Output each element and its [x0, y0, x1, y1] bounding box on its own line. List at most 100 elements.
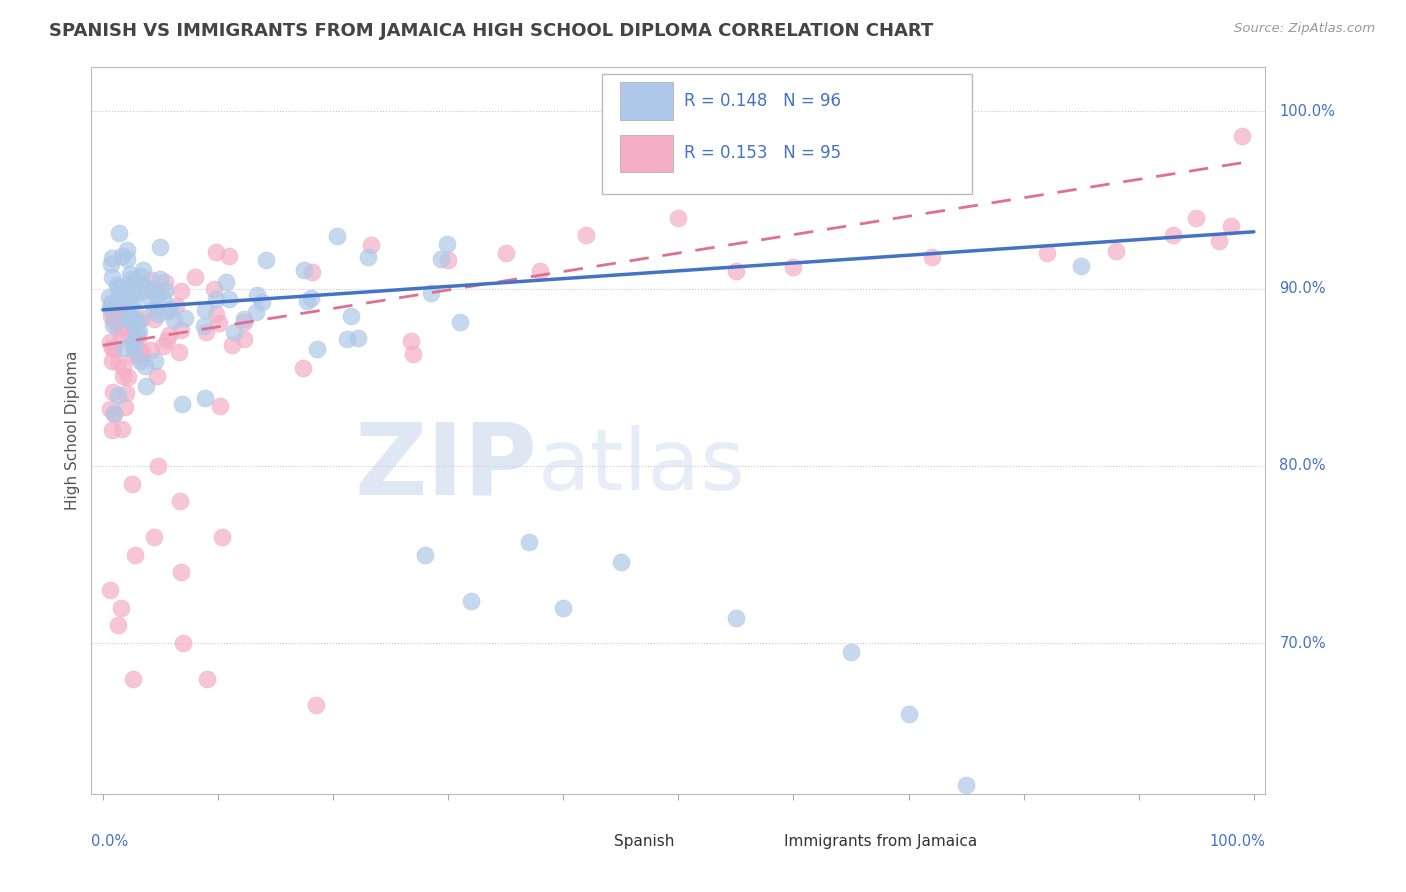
- Point: [921, 250, 943, 264]
- Point: [101, 251, 124, 265]
- Point: [117, 315, 139, 329]
- Point: [517, 535, 540, 549]
- Point: [129, 349, 152, 363]
- Point: [100, 309, 122, 323]
- Point: [233, 332, 256, 346]
- Point: [152, 291, 174, 305]
- Point: [112, 341, 135, 355]
- Point: [205, 244, 228, 259]
- Text: atlas: atlas: [537, 425, 745, 508]
- Point: [245, 305, 267, 319]
- Point: [301, 265, 323, 279]
- Point: [724, 264, 747, 278]
- Point: [107, 281, 129, 295]
- Point: [98, 301, 121, 316]
- Point: [121, 286, 143, 301]
- Point: [100, 296, 122, 310]
- Point: [254, 253, 277, 268]
- Point: [124, 292, 146, 306]
- Point: [122, 318, 145, 332]
- Point: [221, 337, 243, 351]
- Point: [292, 361, 315, 376]
- Point: [295, 294, 318, 309]
- Point: [232, 312, 254, 326]
- Point: [437, 253, 460, 268]
- Point: [108, 303, 131, 318]
- Point: [304, 698, 326, 713]
- Point: [214, 275, 236, 289]
- Point: [142, 284, 165, 298]
- Point: [1070, 259, 1092, 273]
- Point: [955, 778, 977, 792]
- Point: [115, 385, 138, 400]
- Point: [124, 548, 146, 562]
- Point: [163, 313, 186, 327]
- Point: [107, 618, 129, 632]
- Point: [156, 334, 179, 348]
- Point: [553, 600, 575, 615]
- Point: [222, 325, 245, 339]
- Point: [110, 285, 132, 299]
- Point: [98, 334, 121, 349]
- Point: [326, 228, 349, 243]
- Point: [110, 300, 132, 314]
- Point: [101, 308, 124, 322]
- Point: [194, 303, 217, 318]
- Point: [1035, 246, 1057, 260]
- Point: [120, 267, 142, 281]
- Point: [148, 458, 170, 473]
- Point: [103, 385, 125, 400]
- Point: [100, 298, 122, 312]
- Point: [117, 252, 139, 266]
- Point: [122, 672, 145, 686]
- Point: [193, 319, 215, 334]
- Point: [131, 311, 153, 326]
- Point: [108, 286, 131, 301]
- Text: R = 0.148   N = 96: R = 0.148 N = 96: [685, 92, 841, 110]
- Point: [146, 369, 169, 384]
- Point: [195, 672, 218, 686]
- Point: [152, 338, 174, 352]
- Point: [218, 293, 240, 307]
- Text: Source: ZipAtlas.com: Source: ZipAtlas.com: [1234, 22, 1375, 36]
- Point: [460, 593, 482, 607]
- Point: [305, 342, 328, 356]
- Point: [360, 237, 382, 252]
- Point: [169, 494, 191, 508]
- Point: [170, 323, 193, 337]
- Point: [132, 263, 155, 277]
- Point: [122, 343, 145, 358]
- Point: [112, 359, 135, 374]
- Point: [124, 333, 146, 347]
- Point: [108, 302, 131, 317]
- Point: [157, 328, 180, 343]
- Point: [172, 636, 194, 650]
- Point: [340, 309, 363, 323]
- Point: [208, 399, 231, 413]
- Text: Immigrants from Jamaica: Immigrants from Jamaica: [785, 834, 977, 849]
- Point: [153, 283, 176, 297]
- Point: [112, 288, 135, 302]
- Point: [205, 292, 228, 306]
- Point: [139, 343, 162, 358]
- Point: [165, 300, 187, 314]
- Point: [610, 555, 633, 569]
- Point: [114, 400, 136, 414]
- Point: [118, 326, 141, 341]
- Point: [149, 272, 172, 286]
- Text: R = 0.153   N = 95: R = 0.153 N = 95: [685, 145, 841, 162]
- Point: [402, 347, 425, 361]
- Point: [107, 388, 129, 402]
- Point: [529, 264, 551, 278]
- Point: [124, 272, 146, 286]
- Point: [205, 307, 228, 321]
- FancyBboxPatch shape: [620, 135, 672, 172]
- Point: [98, 402, 121, 417]
- Point: [111, 319, 134, 334]
- Point: [120, 310, 142, 324]
- Point: [138, 280, 160, 294]
- Point: [211, 530, 233, 544]
- Point: [120, 300, 142, 314]
- Point: [436, 237, 458, 252]
- Point: [110, 600, 132, 615]
